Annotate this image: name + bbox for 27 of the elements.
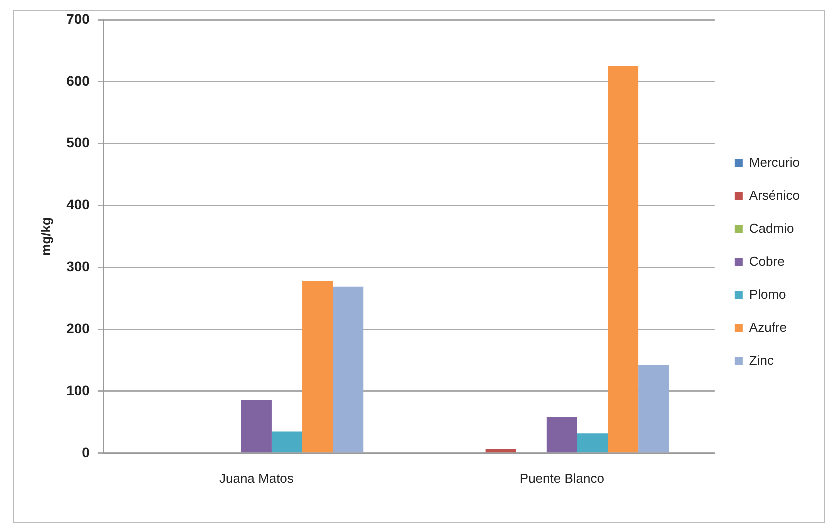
- bar: [546, 417, 578, 453]
- bar: [638, 365, 670, 453]
- y-axis-title: mg/kg: [38, 218, 54, 256]
- y-tick-label: 700: [66, 10, 90, 27]
- legend-label: Arsénico: [749, 188, 800, 204]
- y-tick-label: 400: [66, 196, 90, 213]
- legend-label: Zinc: [749, 353, 774, 368]
- legend-label: Cadmio: [749, 221, 794, 236]
- x-tick-label: Puente Blanco: [520, 470, 604, 486]
- y-tick-label: 0: [82, 444, 90, 460]
- y-tick-label: 300: [66, 258, 90, 275]
- legend-label: Azufre: [749, 320, 787, 336]
- y-tick-label: 500: [66, 134, 90, 151]
- legend-label: Plomo: [749, 287, 786, 302]
- bar: [577, 434, 608, 453]
- bar: [333, 286, 364, 453]
- bar: [272, 432, 303, 453]
- bar: [302, 281, 334, 453]
- legend-label: Cobre: [749, 254, 785, 270]
- legend-label: Mercurio: [749, 155, 800, 170]
- y-tick-label: 600: [66, 72, 90, 89]
- y-tick-label: 100: [66, 382, 90, 398]
- bar: [608, 66, 639, 453]
- y-tick-label: 200: [66, 320, 90, 336]
- bar: [241, 400, 272, 453]
- x-tick-label: Juana Matos: [219, 470, 294, 486]
- bar: [486, 449, 516, 453]
